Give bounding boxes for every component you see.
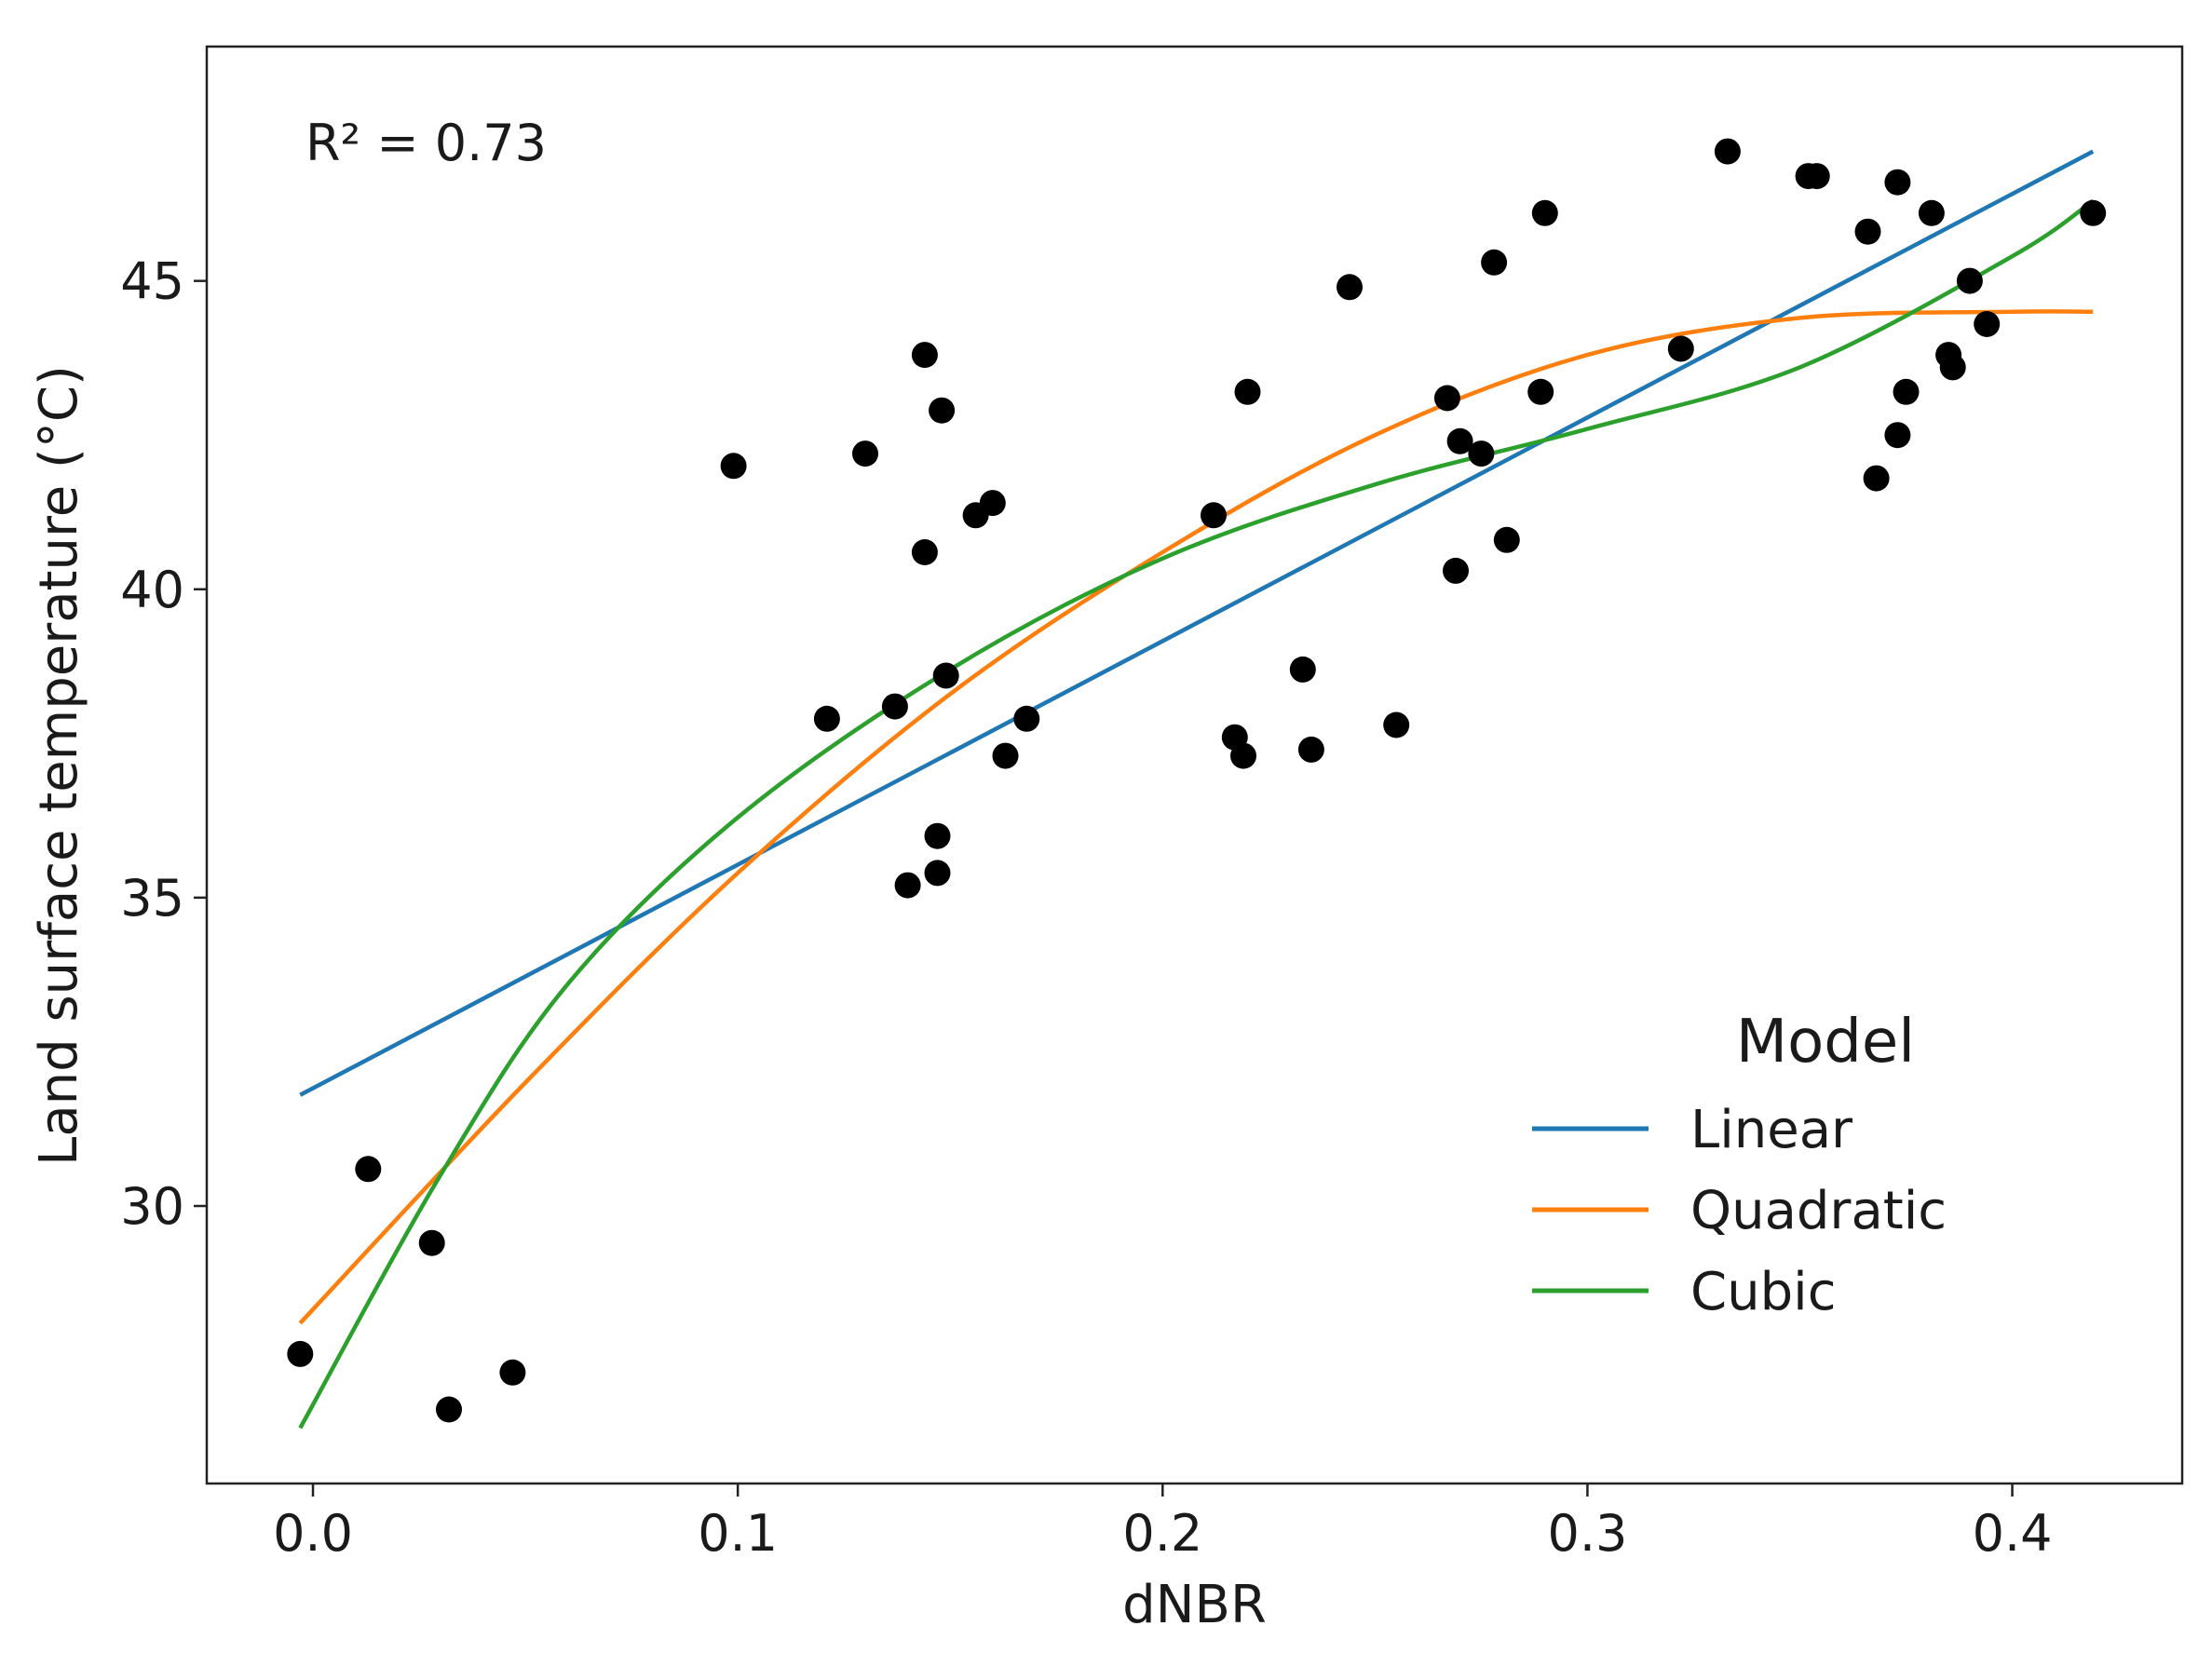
legend-label-cubic: Cubic	[1690, 1262, 1837, 1322]
data-point	[1230, 742, 1256, 769]
data-point	[1854, 218, 1881, 245]
data-point	[436, 1396, 462, 1423]
data-point	[499, 1359, 526, 1386]
series-line-linear	[299, 149, 2095, 1097]
y-tick-label: 40	[120, 561, 184, 619]
data-point	[1493, 526, 1520, 553]
data-point	[911, 539, 938, 565]
data-point	[992, 742, 1019, 769]
data-point	[1013, 705, 1040, 732]
data-point	[979, 490, 1006, 517]
data-point	[881, 693, 908, 720]
data-point	[1337, 274, 1363, 301]
x-tick-label: 0.1	[698, 1504, 778, 1563]
data-point	[1297, 736, 1324, 763]
data-point	[894, 872, 921, 899]
y-axis-title: Land surface temperature (°C)	[29, 365, 89, 1166]
legend-entries: Linear Quadratic Cubic	[1532, 1100, 1947, 1322]
data-points	[287, 138, 2107, 1423]
r-squared-annotation: R² = 0.73	[305, 114, 547, 172]
data-point	[1884, 169, 1911, 196]
data-point	[1884, 422, 1911, 449]
data-point	[852, 440, 878, 467]
data-point	[1383, 711, 1410, 738]
y-tick-label: 30	[120, 1177, 184, 1236]
data-point	[1803, 163, 1830, 190]
data-point	[1289, 656, 1316, 683]
legend: Model Linear Quadratic Cubic	[1532, 1008, 1947, 1322]
legend-label-quadratic: Quadratic	[1690, 1181, 1947, 1241]
x-axis-title: dNBR	[1122, 1575, 1267, 1635]
x-tick-label: 0.3	[1547, 1504, 1627, 1563]
data-point	[418, 1229, 445, 1256]
x-tick-label: 0.4	[1973, 1504, 2053, 1563]
data-point	[1974, 311, 2001, 337]
y-tick-label: 35	[120, 869, 184, 928]
data-point	[1939, 354, 1966, 381]
data-point	[1918, 199, 1945, 226]
data-point	[813, 705, 840, 732]
data-point	[1433, 385, 1460, 412]
data-point	[1667, 335, 1694, 362]
data-point	[1893, 378, 1920, 405]
data-point	[1446, 427, 1473, 454]
x-tick-label: 0.2	[1122, 1504, 1202, 1563]
y-axis-ticks: 30 35 40 45	[120, 252, 207, 1236]
data-point	[1481, 249, 1508, 276]
plot-frame	[205, 45, 2184, 1485]
data-point	[1201, 502, 1227, 529]
data-point	[720, 453, 747, 480]
series-line-quadratic	[298, 309, 2094, 1325]
fit-lines	[298, 149, 2095, 1429]
x-tick-label: 0.0	[273, 1504, 353, 1563]
data-point	[1443, 557, 1469, 584]
data-point	[924, 860, 951, 887]
data-point	[932, 662, 959, 689]
data-point	[1234, 378, 1261, 405]
data-point	[287, 1340, 314, 1367]
data-point	[2080, 199, 2107, 226]
data-point	[1714, 138, 1741, 165]
data-point	[924, 822, 951, 849]
series-line-cubic	[298, 198, 2095, 1429]
data-point	[911, 342, 938, 369]
data-point	[1527, 378, 1554, 405]
x-axis-ticks: 0.0 0.1 0.2 0.3 0.4	[273, 1484, 2052, 1563]
legend-label-linear: Linear	[1690, 1100, 1853, 1160]
data-point	[355, 1156, 382, 1183]
y-tick-label: 45	[120, 252, 184, 311]
data-point	[1863, 465, 1890, 492]
data-point	[929, 397, 956, 424]
data-point	[1956, 267, 1983, 294]
data-point	[1531, 199, 1558, 226]
legend-title: Model	[1736, 1008, 1915, 1077]
data-point	[1468, 440, 1495, 467]
